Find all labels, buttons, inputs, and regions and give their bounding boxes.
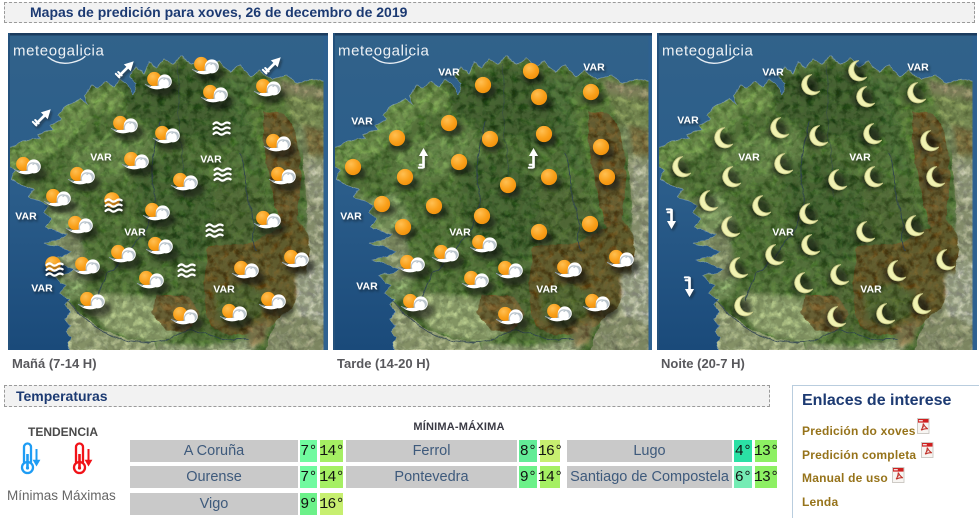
svg-text:VAR: VAR [907, 62, 929, 74]
svg-text:VAR: VAR [15, 211, 37, 223]
svg-text:VAR: VAR [536, 284, 558, 296]
svg-text:VAR: VAR [340, 211, 362, 223]
svg-text:VAR: VAR [356, 281, 378, 293]
svg-text:VAR: VAR [200, 154, 222, 166]
svg-text:VAR: VAR [124, 227, 146, 239]
svg-text:VAR: VAR [31, 283, 53, 295]
svg-text:VAR: VAR [438, 67, 460, 79]
svg-text:VAR: VAR [90, 152, 112, 164]
svg-text:VAR: VAR [738, 152, 760, 164]
svg-text:VAR: VAR [849, 152, 871, 164]
svg-text:VAR: VAR [213, 284, 235, 296]
svg-text:VAR: VAR [449, 227, 471, 239]
svg-text:VAR: VAR [351, 116, 373, 128]
svg-text:VAR: VAR [677, 115, 699, 127]
svg-text:VAR: VAR [860, 284, 882, 296]
svg-text:VAR: VAR [772, 227, 794, 239]
svg-text:VAR: VAR [762, 67, 784, 79]
svg-text:VAR: VAR [583, 62, 605, 74]
